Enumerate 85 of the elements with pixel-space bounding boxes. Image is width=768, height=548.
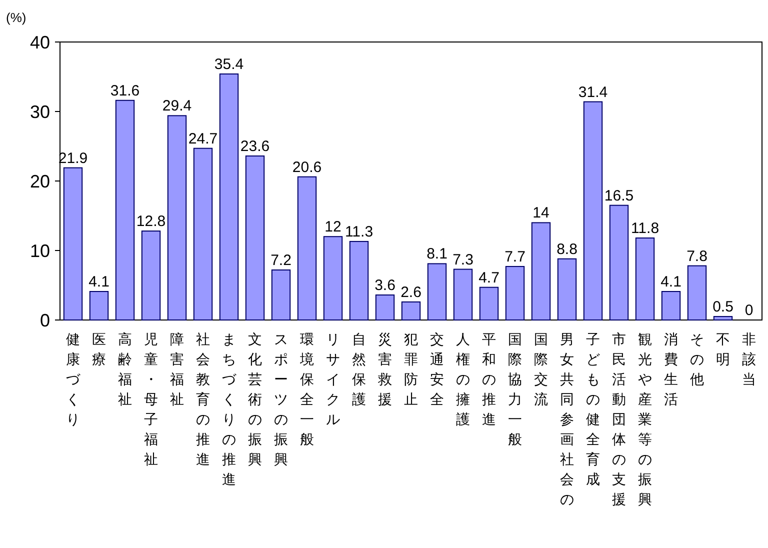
data-label: 7.3 bbox=[452, 251, 474, 268]
data-label: 35.4 bbox=[214, 56, 244, 73]
data-label: 0 bbox=[744, 302, 754, 319]
x-tick-label: 非該当 bbox=[742, 331, 756, 387]
x-tick-label: リサイクル bbox=[326, 331, 340, 427]
bar bbox=[635, 237, 655, 320]
y-tick-label: 30 bbox=[30, 102, 50, 122]
x-tick-label: その他 bbox=[690, 331, 704, 387]
bar bbox=[401, 301, 421, 320]
bar bbox=[115, 100, 135, 320]
y-axis-title: (%) bbox=[6, 10, 26, 25]
data-label: 8.1 bbox=[426, 246, 448, 263]
y-tick-label: 0 bbox=[40, 310, 50, 330]
data-label: 29.4 bbox=[162, 98, 192, 115]
bar bbox=[609, 204, 629, 320]
category-label: 市民活動団体の支援 bbox=[612, 331, 626, 507]
x-tick-label: 障害福祉 bbox=[170, 331, 184, 407]
x-tick-label: 子どもの健全育成 bbox=[586, 331, 600, 487]
x-tick-label: 犯罪防止 bbox=[404, 331, 418, 407]
bar bbox=[687, 265, 707, 320]
x-tick-label: 災害救援 bbox=[377, 331, 392, 407]
data-label: 2.6 bbox=[400, 284, 422, 301]
bar bbox=[557, 258, 577, 320]
bar bbox=[167, 115, 187, 320]
data-label: 12.8 bbox=[136, 213, 166, 230]
x-tick-label: 自然保護 bbox=[352, 331, 366, 407]
data-label: 31.4 bbox=[578, 84, 608, 101]
data-label: 20.6 bbox=[292, 158, 322, 176]
data-label: 31.6 bbox=[110, 82, 140, 100]
bar bbox=[531, 222, 551, 320]
x-tick-label: 不明 bbox=[716, 331, 730, 367]
data-label: 4.1 bbox=[88, 274, 110, 291]
data-label: 7.7 bbox=[504, 248, 526, 266]
bar bbox=[661, 291, 681, 320]
bar bbox=[63, 167, 83, 320]
data-label: 7.2 bbox=[270, 252, 292, 269]
x-tick-label: 環境保全一般 bbox=[299, 331, 314, 447]
x-tick-label: 平和の推進 bbox=[482, 331, 496, 427]
bar bbox=[141, 230, 161, 320]
data-label: 14 bbox=[532, 204, 550, 222]
x-tick-label: 社会教育の推進 bbox=[196, 331, 210, 467]
x-tick-label: スポーツの振興 bbox=[274, 331, 288, 467]
x-tick-label: 文化芸術の振興 bbox=[248, 331, 262, 467]
bar bbox=[349, 240, 369, 320]
x-tick-label: 人権の擁護 bbox=[456, 331, 470, 427]
x-tick-label: まちづくりの推進 bbox=[222, 331, 237, 487]
y-tick-label: 10 bbox=[30, 240, 50, 261]
x-tick-label: 児童・母子福祉 bbox=[144, 331, 158, 467]
data-label: 7.8 bbox=[686, 248, 708, 265]
data-label: 11.3 bbox=[344, 223, 374, 240]
x-tick-label: 交通安全 bbox=[430, 331, 444, 407]
x-tick-label: 健康づくり bbox=[66, 331, 81, 427]
bar bbox=[323, 236, 343, 320]
bar bbox=[427, 263, 447, 320]
bar bbox=[583, 101, 603, 320]
data-label: 12 bbox=[324, 218, 342, 236]
data-label: 4.7 bbox=[478, 269, 500, 286]
bar bbox=[245, 155, 265, 320]
bar bbox=[505, 266, 525, 320]
data-label: 3.6 bbox=[374, 276, 396, 294]
x-tick-label: 高齢福祉 bbox=[118, 331, 132, 407]
data-label: 11.8 bbox=[630, 220, 660, 237]
category-label: 男女共同参画社会の bbox=[560, 331, 574, 507]
bar bbox=[453, 268, 473, 320]
x-tick-label: 国際交流 bbox=[534, 331, 548, 407]
bar bbox=[193, 148, 213, 320]
bar bbox=[713, 316, 733, 320]
data-label: 4.1 bbox=[660, 274, 682, 291]
bar bbox=[219, 73, 239, 320]
x-tick-label: 医療 bbox=[92, 331, 106, 367]
y-tick-label: 40 bbox=[30, 32, 50, 52]
bar bbox=[297, 176, 317, 320]
data-label: 8.8 bbox=[556, 240, 578, 258]
y-tick-label: 20 bbox=[30, 171, 50, 192]
data-label: 24.7 bbox=[188, 130, 218, 148]
bar bbox=[271, 269, 291, 320]
data-label: 16.5 bbox=[604, 187, 634, 204]
x-tick-label: 消費生活 bbox=[664, 331, 678, 407]
bar bbox=[479, 286, 499, 320]
bar bbox=[89, 291, 109, 320]
x-tick-label: 国際協力一般 bbox=[508, 331, 522, 447]
data-label: 23.6 bbox=[240, 138, 270, 155]
category-label: 観光や産業等の振興 bbox=[638, 331, 652, 507]
data-label: 0.5 bbox=[712, 298, 734, 316]
bar bbox=[375, 294, 395, 320]
